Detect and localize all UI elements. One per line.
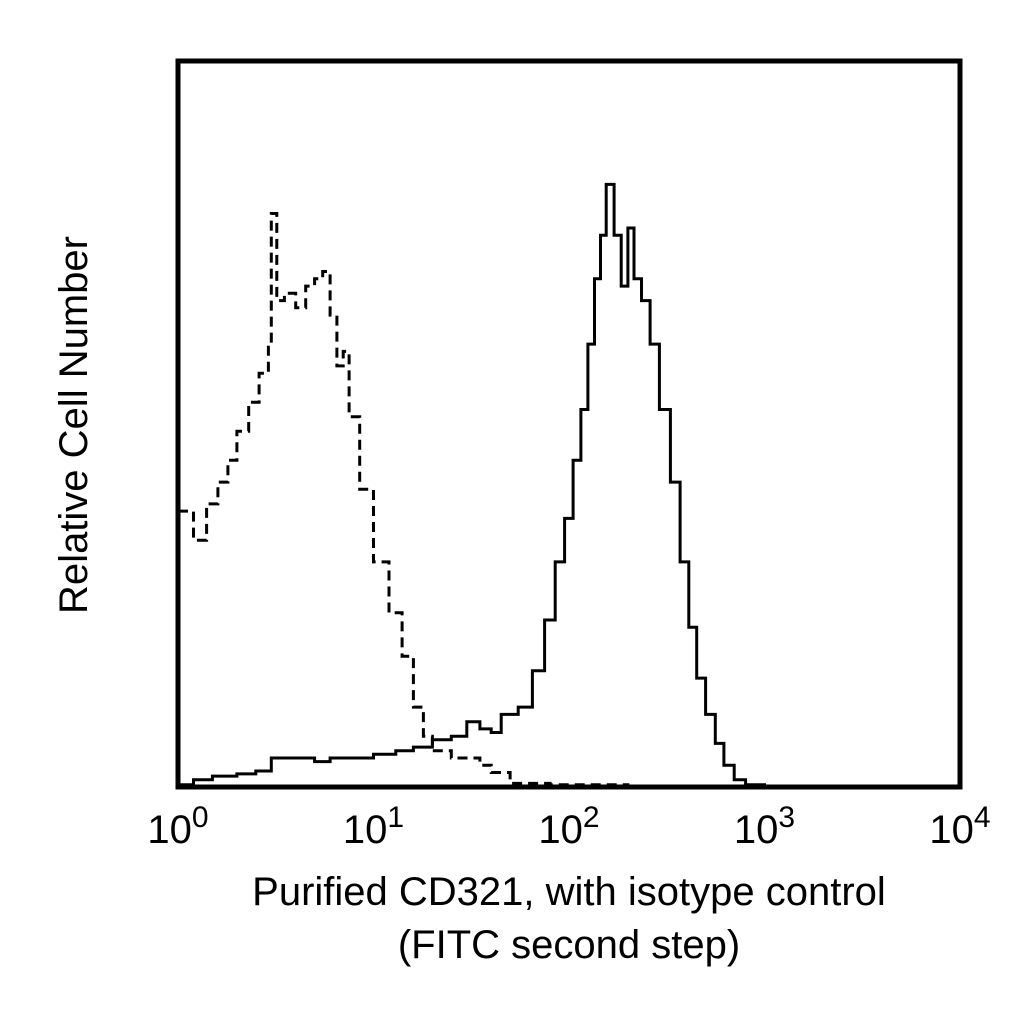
x-tick-label-0: 100 [147,801,208,852]
x-axis-label-line2: (FITC second step) [398,923,740,967]
x-tick-label-4: 104 [929,801,990,852]
x-tick-label-3: 103 [734,801,795,852]
y-axis-label: Relative Cell Number [52,236,96,614]
series-layer [178,182,766,787]
x-tick-label-2: 102 [538,801,599,852]
plot-frame [175,58,963,790]
isotype-control-histogram-line [178,212,630,787]
x-tick-label-1: 101 [343,801,404,852]
cd321-histogram-line [178,182,766,787]
x-axis-label-line1: Purified CD321, with isotype control [252,870,886,914]
x-tick-labels: 100 101 102 103 104 [147,801,990,852]
